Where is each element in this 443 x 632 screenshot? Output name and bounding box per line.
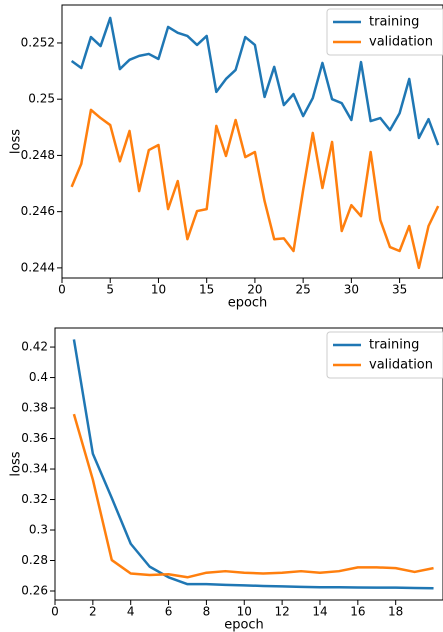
legend-label: validation bbox=[369, 358, 433, 373]
y-tick-label: 0.28 bbox=[21, 553, 48, 567]
y-tick-label: 0.36 bbox=[21, 431, 48, 445]
axes-frame bbox=[54, 327, 443, 601]
legend-label: training bbox=[369, 338, 419, 353]
x-tick-label: 8 bbox=[203, 605, 211, 619]
x-tick-label: 18 bbox=[388, 605, 403, 619]
y-tick-label: 0.42 bbox=[21, 340, 48, 354]
x-tick-label: 20 bbox=[247, 283, 262, 297]
x-tick-label: 5 bbox=[106, 283, 114, 297]
y-tick-label: 0.4 bbox=[29, 370, 48, 384]
x-axis-label: epoch bbox=[228, 296, 268, 311]
x-tick-label: 35 bbox=[392, 283, 407, 297]
x-tick-label: 10 bbox=[151, 283, 166, 297]
x-axis-label: epoch bbox=[224, 618, 264, 632]
x-tick-label: 15 bbox=[199, 283, 214, 297]
y-axis-label: loss bbox=[9, 451, 24, 476]
x-tick-label: 14 bbox=[312, 605, 327, 619]
series-line bbox=[72, 413, 434, 579]
x-tick-label: 0 bbox=[58, 283, 66, 297]
legend-label: validation bbox=[369, 35, 433, 50]
y-tick-label: 0.26 bbox=[21, 584, 48, 598]
series-line bbox=[70, 108, 440, 270]
series-line bbox=[72, 339, 434, 590]
x-tick-label: 2 bbox=[89, 605, 97, 619]
y-tick-label: 0.34 bbox=[21, 462, 48, 476]
y-tick-label: 0.246 bbox=[21, 204, 55, 218]
y-tick-label: 0.32 bbox=[21, 492, 48, 506]
axes-frame bbox=[61, 4, 443, 279]
x-tick-label: 4 bbox=[127, 605, 135, 619]
y-tick-label: 0.25 bbox=[28, 92, 55, 106]
legend-box bbox=[326, 331, 443, 379]
x-tick-label: 0 bbox=[51, 605, 59, 619]
legend-box bbox=[326, 8, 443, 56]
y-tick-label: 0.3 bbox=[29, 523, 48, 537]
x-tick-label: 10 bbox=[237, 605, 252, 619]
x-tick-label: 25 bbox=[295, 283, 310, 297]
y-tick-label: 0.248 bbox=[21, 148, 55, 162]
x-tick-label: 30 bbox=[344, 283, 359, 297]
y-axis-label: loss bbox=[9, 129, 24, 154]
x-tick-label: 12 bbox=[274, 605, 289, 619]
series-line bbox=[70, 16, 440, 146]
x-tick-label: 6 bbox=[165, 605, 173, 619]
y-tick-label: 0.252 bbox=[21, 35, 55, 49]
y-tick-label: 0.38 bbox=[21, 401, 48, 415]
legend-label: training bbox=[369, 15, 419, 30]
x-tick-label: 16 bbox=[350, 605, 365, 619]
y-tick-label: 0.244 bbox=[21, 260, 55, 274]
